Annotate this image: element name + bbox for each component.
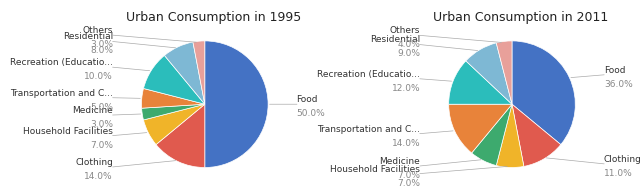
- Text: 9.0%: 9.0%: [397, 49, 420, 58]
- Wedge shape: [449, 61, 512, 104]
- Text: Recreation (Educatio...: Recreation (Educatio...: [10, 58, 113, 67]
- Wedge shape: [472, 104, 512, 166]
- Wedge shape: [156, 104, 205, 168]
- Text: Household Facilities: Household Facilities: [23, 127, 113, 136]
- Wedge shape: [496, 104, 524, 168]
- Text: 4.0%: 4.0%: [397, 40, 420, 49]
- Text: Urban Consumption in 2011: Urban Consumption in 2011: [433, 11, 608, 24]
- Text: 11.0%: 11.0%: [604, 169, 632, 178]
- Text: Food: Food: [604, 66, 625, 74]
- Text: 10.0%: 10.0%: [84, 72, 113, 81]
- Text: 8.0%: 8.0%: [90, 46, 113, 55]
- Text: 36.0%: 36.0%: [604, 80, 632, 89]
- Wedge shape: [512, 104, 561, 166]
- Text: 14.0%: 14.0%: [84, 172, 113, 181]
- Text: 7.0%: 7.0%: [397, 171, 420, 180]
- Text: 3.0%: 3.0%: [90, 40, 113, 49]
- Wedge shape: [205, 41, 268, 168]
- Text: Medicine: Medicine: [72, 106, 113, 115]
- Text: 50.0%: 50.0%: [296, 109, 325, 118]
- Text: 7.0%: 7.0%: [397, 179, 420, 188]
- Text: Food: Food: [296, 95, 318, 104]
- Text: Residential: Residential: [63, 32, 113, 41]
- Text: Transportation and C...: Transportation and C...: [317, 125, 420, 134]
- Text: Household Facilities: Household Facilities: [330, 165, 420, 174]
- Text: 7.0%: 7.0%: [90, 141, 113, 150]
- Wedge shape: [164, 42, 205, 104]
- Wedge shape: [141, 104, 205, 120]
- Text: Others: Others: [390, 26, 420, 35]
- Text: 3.0%: 3.0%: [90, 120, 113, 129]
- Wedge shape: [466, 43, 512, 104]
- Text: Recreation (Educatio...: Recreation (Educatio...: [317, 70, 420, 79]
- Wedge shape: [496, 41, 512, 104]
- Text: Urban Consumption in 1995: Urban Consumption in 1995: [125, 11, 301, 24]
- Text: Transportation and C...: Transportation and C...: [10, 89, 113, 98]
- Text: Medicine: Medicine: [380, 157, 420, 166]
- Text: 14.0%: 14.0%: [392, 139, 420, 148]
- Text: Clothing: Clothing: [604, 155, 640, 164]
- Text: Clothing: Clothing: [75, 158, 113, 167]
- Text: 12.0%: 12.0%: [392, 84, 420, 93]
- Wedge shape: [143, 104, 205, 145]
- Wedge shape: [193, 41, 205, 104]
- Wedge shape: [143, 55, 205, 104]
- Wedge shape: [512, 41, 575, 145]
- Wedge shape: [141, 88, 205, 108]
- Text: Others: Others: [83, 26, 113, 35]
- Text: 5.0%: 5.0%: [90, 103, 113, 112]
- Text: Residential: Residential: [370, 35, 420, 44]
- Wedge shape: [449, 104, 512, 153]
